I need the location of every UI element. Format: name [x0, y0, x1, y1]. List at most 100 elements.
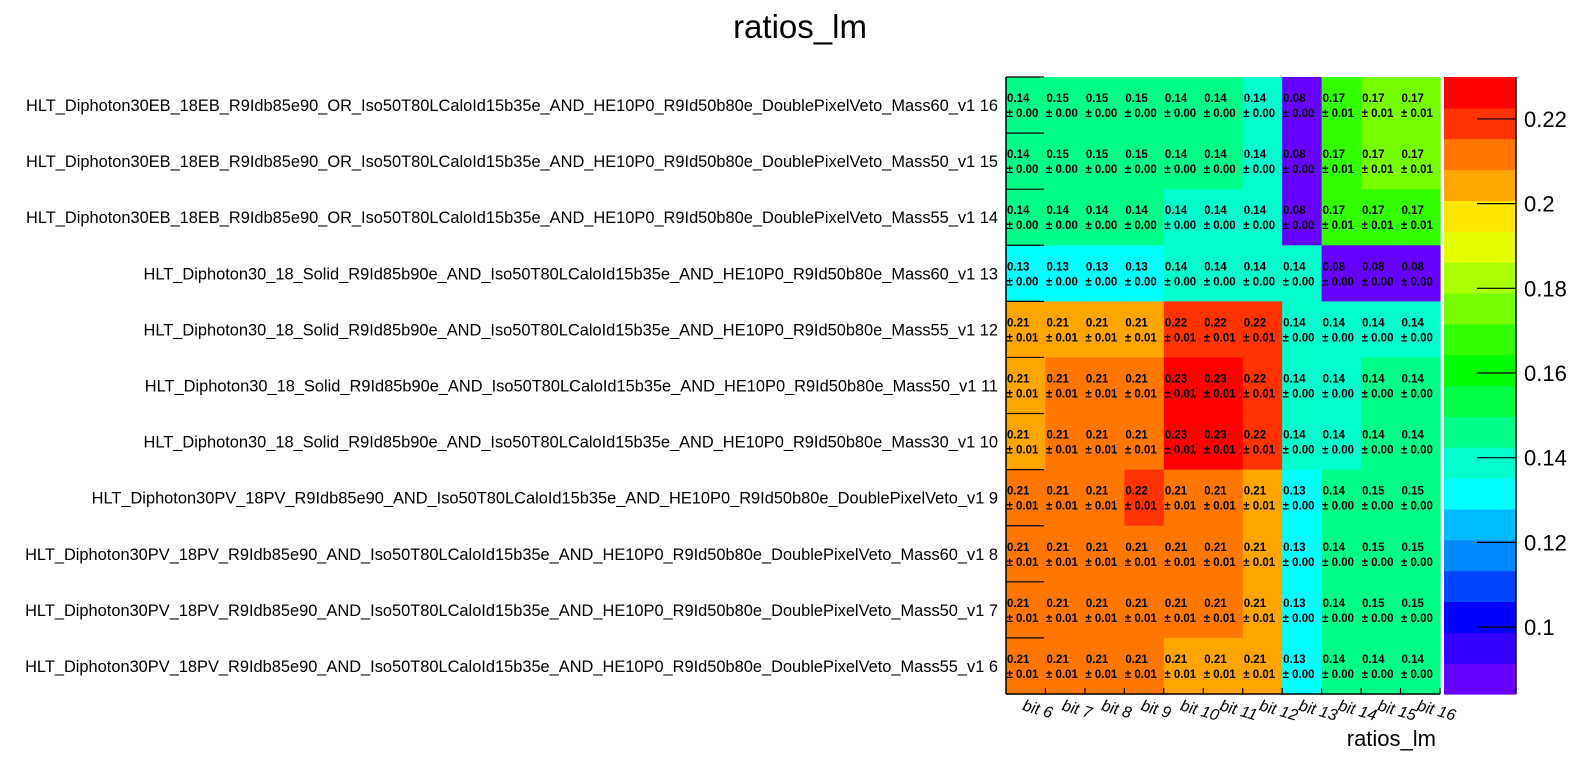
cell-error-label: ± 0.00	[1401, 332, 1433, 344]
cell-value-label: 0.08	[1323, 261, 1346, 273]
cell-error-label: ± 0.01	[1007, 445, 1039, 457]
heatmap-cell	[1006, 357, 1047, 415]
cell-error-label: ± 0.00	[1125, 220, 1157, 232]
cell-value-label: 0.08	[1283, 205, 1306, 217]
colorbar-tick-label: 0.22	[1524, 107, 1567, 132]
y-tick-label: HLT_Diphoton30_18_Solid_R9Id85b90e_AND_I…	[144, 265, 998, 283]
cell-value-label: 0.21	[1125, 542, 1148, 554]
colorbar-tick-label: 0.18	[1524, 276, 1567, 301]
cell-error-label: ± 0.01	[1007, 557, 1039, 569]
cell-value-label: 0.21	[1007, 542, 1030, 554]
cell-error-label: ± 0.00	[1007, 276, 1039, 288]
heatmap-cell	[1045, 525, 1086, 583]
heatmap-cell	[1242, 189, 1283, 246]
cell-error-label: ± 0.00	[1283, 389, 1315, 401]
heatmap-cell	[1124, 357, 1165, 415]
cell-error-label: ± 0.00	[1125, 108, 1157, 120]
heatmap-cell	[1045, 581, 1086, 639]
cell-error-label: ± 0.01	[1085, 613, 1117, 625]
cell-error-label: ± 0.01	[1125, 501, 1157, 513]
cell-error-label: ± 0.01	[1125, 445, 1157, 457]
cell-value-label: 0.14	[1204, 149, 1227, 161]
colorbar-band	[1444, 539, 1516, 572]
cell-error-label: ± 0.00	[1401, 445, 1433, 457]
heatmap-cell	[1400, 357, 1441, 415]
cell-value-label: 0.21	[1086, 430, 1109, 442]
heatmap-cell	[1163, 525, 1204, 583]
cell-value-label: 0.21	[1007, 374, 1030, 386]
cell-error-label: ± 0.01	[1243, 669, 1275, 681]
cell-error-label: ± 0.01	[1164, 445, 1196, 457]
x-tick-label: bit 8	[1100, 698, 1134, 723]
cell-error-label: ± 0.00	[1322, 501, 1354, 513]
heatmap-cell	[1321, 301, 1362, 359]
cell-value-label: 0.21	[1165, 654, 1188, 666]
cell-error-label: ± 0.00	[1046, 276, 1078, 288]
cell-error-label: ± 0.01	[1046, 332, 1078, 344]
heatmap-cell	[1321, 525, 1362, 583]
cell-error-label: ± 0.00	[1085, 108, 1117, 120]
cell-error-label: ± 0.00	[1243, 164, 1275, 176]
cell-error-label: ± 0.00	[1204, 220, 1236, 232]
heatmap-cell	[1400, 637, 1441, 695]
cell-error-label: ± 0.00	[1283, 445, 1315, 457]
colorbar-band	[1444, 107, 1516, 140]
cell-value-label: 0.21	[1125, 654, 1148, 666]
cell-error-label: ± 0.00	[1085, 276, 1117, 288]
cell-error-label: ± 0.00	[1362, 276, 1394, 288]
cell-error-label: ± 0.01	[1046, 557, 1078, 569]
cell-error-label: ± 0.00	[1322, 445, 1354, 457]
cell-value-label: 0.17	[1402, 149, 1424, 161]
cell-error-label: ± 0.00	[1322, 332, 1354, 344]
cell-error-label: ± 0.01	[1125, 389, 1157, 401]
colorbar-band	[1444, 292, 1516, 325]
heatmap-cell	[1400, 525, 1441, 583]
cell-value-label: 0.17	[1402, 93, 1424, 105]
y-tick-label: HLT_Diphoton30EB_18EB_R9Idb85e90_OR_Iso5…	[26, 209, 998, 227]
colorbar-band	[1444, 601, 1516, 633]
cell-error-label: ± 0.00	[1322, 613, 1354, 625]
heatmap-cell	[1242, 469, 1283, 527]
cell-error-label: ± 0.00	[1164, 276, 1196, 288]
cell-value-label: 0.21	[1086, 542, 1109, 554]
heatmap-cell	[1321, 189, 1362, 246]
cell-error-label: ± 0.01	[1164, 669, 1196, 681]
cell-value-label: 0.14	[1323, 598, 1346, 610]
cell-error-label: ± 0.01	[1243, 389, 1275, 401]
heatmap-cell	[1163, 133, 1204, 190]
cell-value-label: 0.17	[1323, 149, 1345, 161]
heatmap-cell	[1361, 581, 1402, 639]
cell-error-label: ± 0.01	[1085, 669, 1117, 681]
cell-value-label: 0.21	[1086, 317, 1109, 329]
colorbar-band	[1444, 231, 1516, 263]
cell-value-label: 0.21	[1125, 430, 1148, 442]
colorbar-tick-label: 0.2	[1524, 192, 1555, 217]
heatmap-cell	[1006, 581, 1047, 639]
cell-value-label: 0.14	[1402, 317, 1425, 329]
heatmap-cell	[1242, 245, 1283, 302]
heatmap-cell	[1361, 469, 1402, 527]
cell-error-label: ± 0.01	[1125, 669, 1157, 681]
cell-error-label: ± 0.00	[1401, 276, 1433, 288]
cell-error-label: ± 0.00	[1243, 108, 1275, 120]
heatmap-cell	[1163, 77, 1204, 134]
heatmap-cell	[1400, 413, 1441, 471]
cell-value-label: 0.21	[1046, 598, 1069, 610]
cell-value-label: 0.13	[1283, 542, 1305, 554]
heatmap-cell	[1242, 301, 1283, 359]
heatmap-cell	[1006, 413, 1047, 471]
heatmap-cell	[1084, 189, 1125, 246]
heatmap-cell	[1124, 637, 1165, 695]
heatmap-cell	[1282, 77, 1323, 134]
heatmap-cell	[1321, 77, 1362, 134]
cell-value-label: 0.21	[1244, 542, 1267, 554]
heatmap-cell	[1203, 77, 1244, 134]
cell-error-label: ± 0.00	[1401, 389, 1433, 401]
cell-value-label: 0.13	[1086, 261, 1108, 273]
cell-error-label: ± 0.00	[1046, 220, 1078, 232]
cell-value-label: 0.23	[1204, 374, 1226, 386]
x-tick-label: bit 16	[1415, 698, 1457, 725]
heatmap-cell	[1361, 637, 1402, 695]
heatmap-cell	[1321, 637, 1362, 695]
cell-value-label: 0.15	[1046, 93, 1069, 105]
